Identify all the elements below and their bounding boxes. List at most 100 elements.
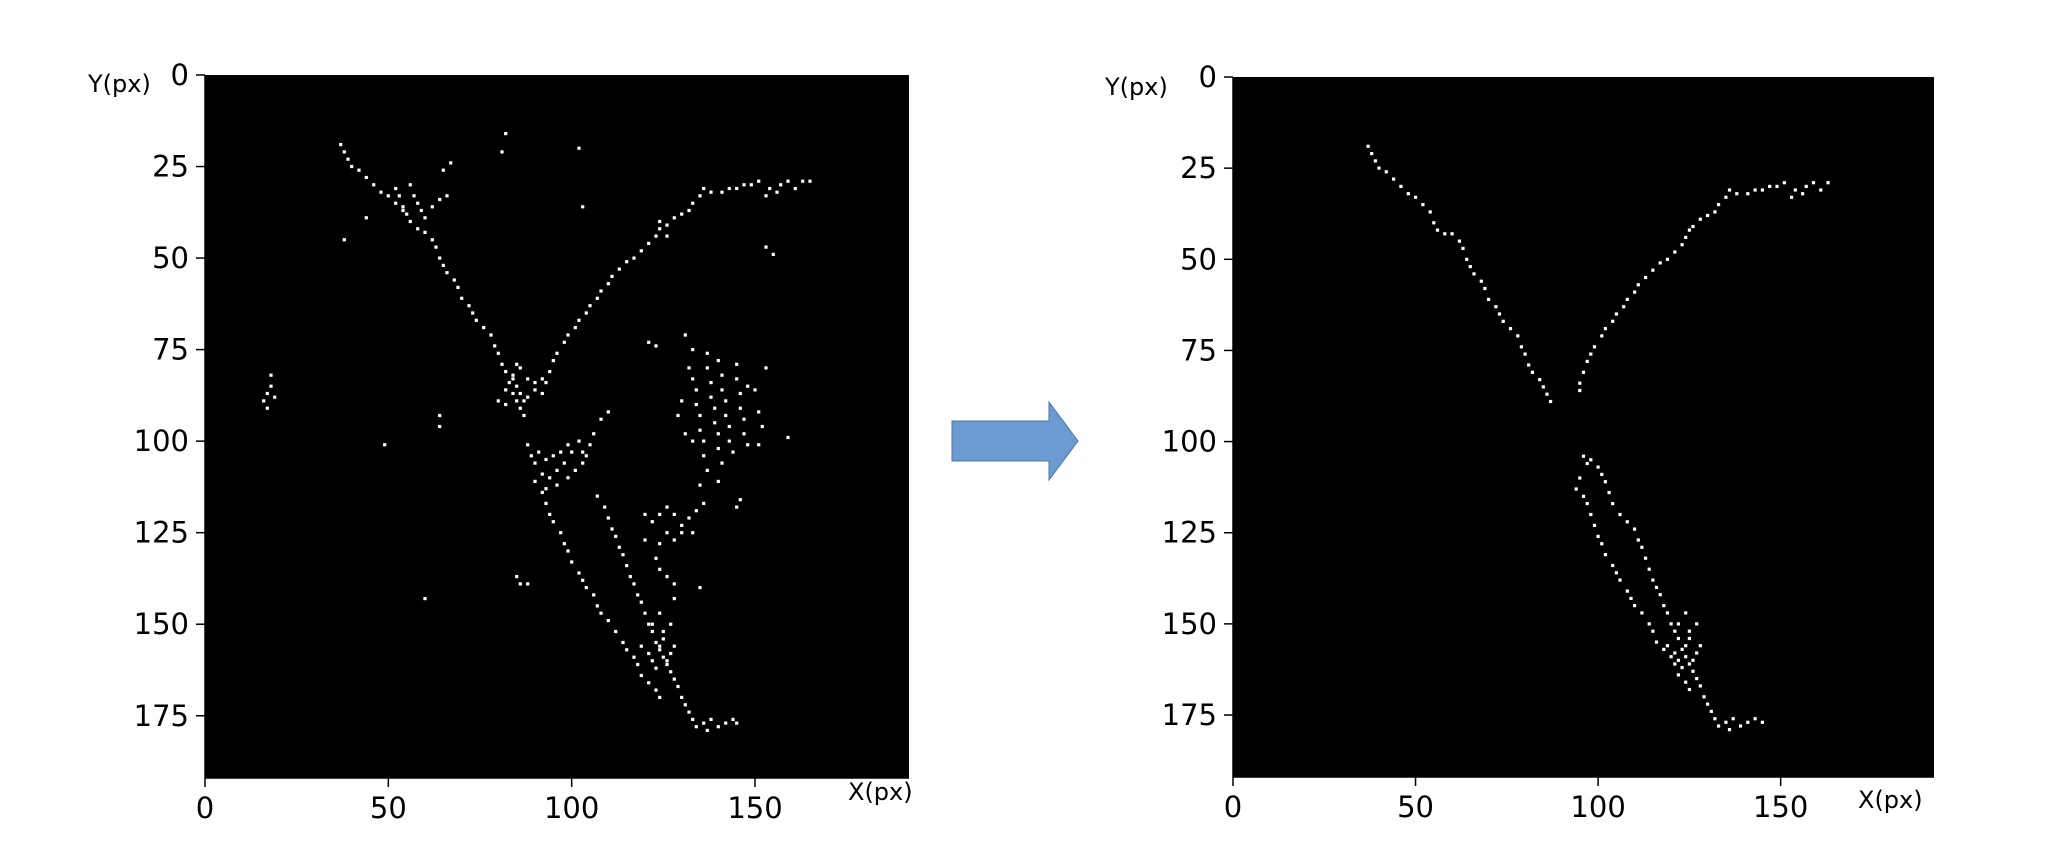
data-point [540, 377, 544, 381]
data-point [504, 370, 508, 374]
data-point [691, 717, 695, 721]
data-point [1684, 680, 1688, 684]
data-point [702, 454, 706, 458]
data-point [599, 611, 603, 615]
data-point [1414, 195, 1418, 199]
data-point [1695, 622, 1699, 626]
data-point [665, 531, 669, 535]
data-point [705, 728, 709, 732]
data-point [1717, 724, 1721, 728]
data-point [1687, 687, 1691, 692]
data-point [1625, 520, 1629, 524]
data-point [808, 179, 812, 183]
data-point [636, 662, 640, 667]
data-point [1717, 203, 1721, 207]
data-point [658, 644, 662, 648]
data-point [265, 406, 269, 410]
data-point [1673, 651, 1677, 655]
data-point [566, 443, 570, 447]
data-point [504, 132, 508, 136]
data-point [482, 326, 486, 330]
data-point [1545, 392, 1549, 396]
data-point [738, 498, 742, 502]
data-point [1676, 636, 1680, 641]
y-tick-label: 100 [1162, 425, 1217, 459]
data-point [680, 695, 684, 699]
data-point [658, 512, 662, 516]
data-point [742, 432, 746, 436]
data-point [1406, 192, 1410, 196]
data-point [1713, 210, 1717, 214]
data-point [1585, 461, 1589, 466]
data-point [1596, 534, 1600, 538]
data-point [720, 461, 724, 465]
data-point [504, 388, 508, 392]
data-point [1687, 636, 1691, 641]
data-point [1819, 188, 1823, 192]
data-point [709, 381, 713, 385]
x-tick-label: 50 [370, 791, 407, 825]
data-point [676, 684, 680, 689]
data-point [617, 545, 621, 549]
data-point [672, 644, 676, 648]
data-point [584, 454, 588, 458]
right-arrow-icon [951, 400, 1079, 482]
data-point [625, 260, 629, 264]
data-point [438, 256, 442, 260]
data-point [694, 388, 698, 392]
data-point [654, 640, 658, 645]
data-point [1461, 246, 1465, 250]
data-point [680, 212, 684, 216]
data-point [1527, 363, 1531, 367]
data-point [339, 143, 343, 147]
data-point [1618, 578, 1622, 582]
data-point [1618, 512, 1622, 517]
data-point [342, 238, 346, 242]
data-point [1633, 604, 1637, 608]
data-point [1625, 297, 1629, 301]
scatter-panel-left: 0 50 100 150 0 25 50 75 100 125 150 175 X(px) Y(px) [87, 58, 913, 825]
data-point [500, 362, 504, 366]
data-point [801, 179, 805, 183]
data-point [1377, 166, 1381, 170]
data-point [1399, 184, 1403, 188]
data-point [1727, 728, 1732, 732]
data-point [702, 439, 706, 443]
data-point [1804, 184, 1808, 188]
data-point [364, 216, 368, 220]
data-point [430, 238, 434, 242]
data-point [584, 311, 588, 315]
data-point [658, 611, 662, 615]
data-point [555, 483, 559, 487]
data-point [540, 490, 544, 494]
data-point [1366, 144, 1370, 148]
data-point [518, 406, 522, 410]
data-point [1665, 257, 1670, 261]
data-point [1651, 578, 1655, 582]
data-point [683, 703, 687, 707]
data-point [1673, 629, 1677, 633]
data-point [606, 619, 610, 623]
data-point [493, 344, 497, 348]
data-point [738, 406, 742, 410]
data-point [724, 413, 728, 418]
data-point [559, 450, 563, 454]
data-point [1421, 203, 1425, 207]
data-point [544, 501, 548, 505]
data-point [764, 194, 768, 198]
data-point [724, 721, 728, 725]
data-point [408, 183, 412, 187]
data-point [489, 333, 493, 337]
data-point [716, 432, 720, 436]
data-point [658, 695, 662, 699]
x-tick-label: 150 [727, 791, 782, 825]
data-point [639, 644, 643, 648]
data-point [529, 454, 533, 458]
data-point [269, 373, 273, 377]
points-group [262, 132, 812, 732]
data-point [262, 399, 266, 403]
data-point [1801, 192, 1805, 196]
data-point [452, 278, 456, 282]
data-point [716, 479, 720, 483]
data-point [405, 212, 409, 216]
